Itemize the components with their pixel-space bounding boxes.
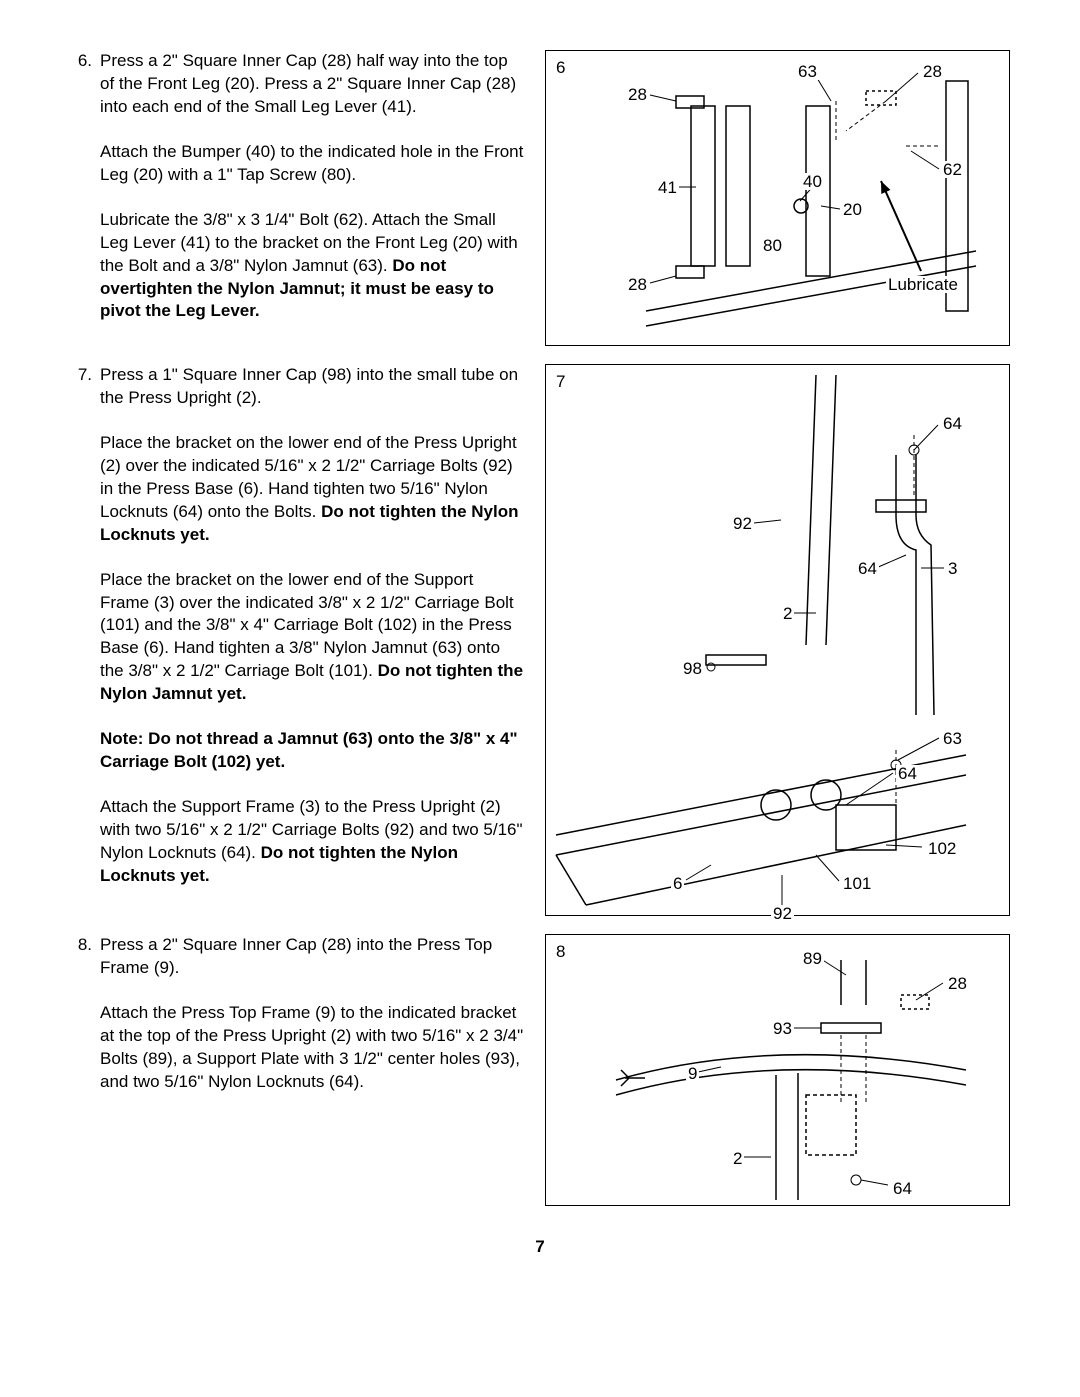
callout-label: 2 — [731, 1150, 744, 1167]
figure: 6 63 28 28 62 41 40 20 80 28 Lubricate — [545, 50, 1010, 346]
callout-label: 101 — [841, 875, 873, 892]
callout-label: 64 — [891, 1180, 914, 1197]
step-number: 8. — [70, 934, 100, 1094]
paragraph: Attach the Press Top Frame (9) to the in… — [100, 1002, 525, 1094]
paragraph: Place the bracket on the lower end of th… — [100, 432, 525, 547]
callout-label: 28 — [626, 276, 649, 293]
paragraph: Attach the Bumper (40) to the indicated … — [100, 141, 525, 187]
callout-label: 93 — [771, 1020, 794, 1037]
callout-label: 20 — [841, 201, 864, 218]
paragraph: Lubricate the 3/8" x 3 1/4" Bolt (62). A… — [100, 209, 525, 324]
callout-label: 89 — [801, 950, 824, 967]
instruction-step: 6.Press a 2" Square Inner Cap (28) half … — [70, 50, 1010, 346]
paragraph: Press a 2" Square Inner Cap (28) into th… — [100, 934, 525, 980]
callout-label: 63 — [941, 730, 964, 747]
paragraph: Attach the Support Frame (3) to the Pres… — [100, 796, 525, 888]
step-body: Press a 2" Square Inner Cap (28) half wa… — [100, 50, 525, 323]
figure-number: 7 — [556, 371, 565, 394]
figure: 8 89 28 93 9 2 64 — [545, 934, 1010, 1206]
page-number: 7 — [70, 1236, 1010, 1259]
callout-label: 64 — [941, 415, 964, 432]
text: Press a 2" Square Inner Cap (28) into th… — [100, 935, 492, 977]
callout-label: 98 — [681, 660, 704, 677]
callout-label: 3 — [946, 560, 959, 577]
callout-label: 2 — [781, 605, 794, 622]
paragraph: Press a 1" Square Inner Cap (98) into th… — [100, 364, 525, 410]
instruction-step: 7.Press a 1" Square Inner Cap (98) into … — [70, 364, 1010, 916]
step-body: Press a 2" Square Inner Cap (28) into th… — [100, 934, 525, 1094]
figure-number: 6 — [556, 57, 565, 80]
paragraph: Place the bracket on the lower end of th… — [100, 569, 525, 707]
callout-label: 6 — [671, 875, 684, 892]
callout-label: 64 — [856, 560, 879, 577]
callout-label: 41 — [656, 179, 679, 196]
callout-label: 92 — [771, 905, 794, 922]
step-number: 7. — [70, 364, 100, 888]
text: Press a 1" Square Inner Cap (98) into th… — [100, 365, 518, 407]
callout-label: 28 — [946, 975, 969, 992]
callout-label: 40 — [801, 173, 824, 190]
text: Press a 2" Square Inner Cap (28) half wa… — [100, 51, 516, 116]
figure: 764926432986364102610192 — [545, 364, 1010, 916]
callout-label: 92 — [731, 515, 754, 532]
paragraph: Note: Do not thread a Jamnut (63) onto t… — [100, 728, 525, 774]
step-body: Press a 1" Square Inner Cap (98) into th… — [100, 364, 525, 888]
instruction-step: 8.Press a 2" Square Inner Cap (28) into … — [70, 934, 1010, 1206]
callout-label: 9 — [686, 1065, 699, 1082]
callout-label: 64 — [896, 765, 919, 782]
figure-number: 8 — [556, 941, 565, 964]
callout-label: 62 — [941, 161, 964, 178]
callout-label: 28 — [626, 86, 649, 103]
paragraph: Press a 2" Square Inner Cap (28) half wa… — [100, 50, 525, 119]
callout-label: 28 — [921, 63, 944, 80]
callout-label: Lubricate — [886, 276, 960, 293]
text: Attach the Press Top Frame (9) to the in… — [100, 1003, 523, 1091]
bold-text: Note: Do not thread a Jamnut (63) onto t… — [100, 729, 518, 771]
callout-label: 102 — [926, 840, 958, 857]
step-number: 6. — [70, 50, 100, 323]
text: Lubricate the 3/8" x 3 1/4" Bolt (62). A… — [100, 210, 518, 275]
callout-label: 63 — [796, 63, 819, 80]
text: Attach the Bumper (40) to the indicated … — [100, 142, 523, 184]
callout-label: 80 — [761, 237, 784, 254]
